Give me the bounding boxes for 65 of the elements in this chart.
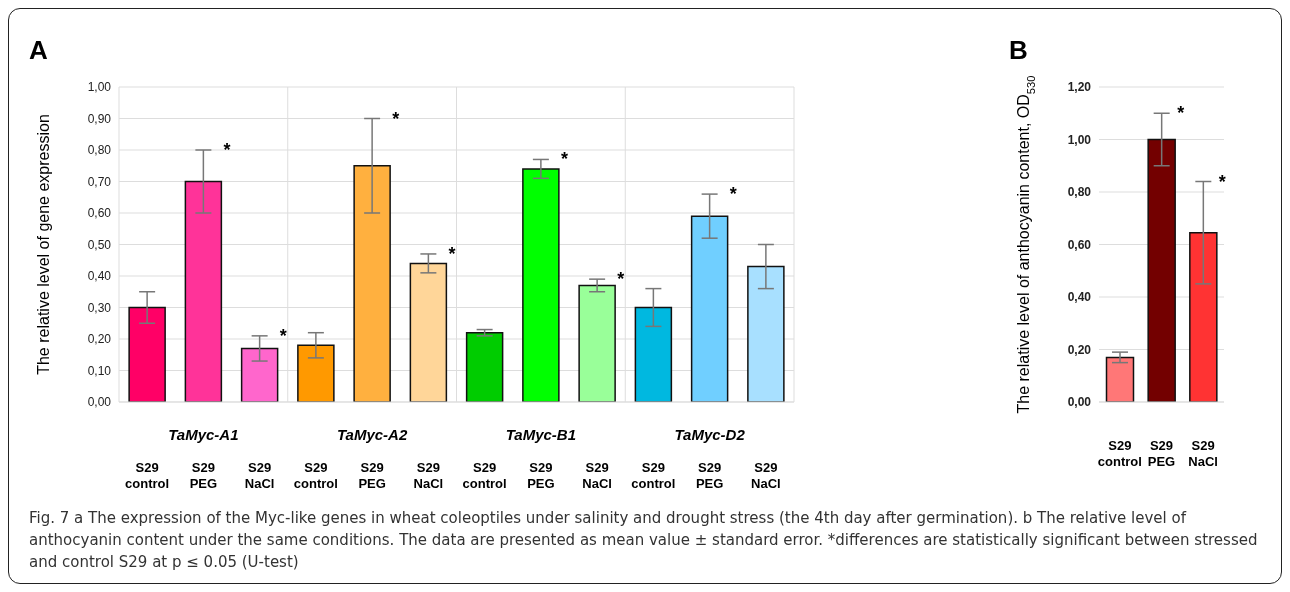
y-tick-label: 0,20 [1067,342,1092,357]
data-label: * [729,184,737,205]
data-label: * [1218,171,1226,192]
y-tick-label: 0,60 [1067,237,1092,252]
x-tick-label: S29 PEG [527,460,555,491]
caption: Fig. 7 a The expression of the Myc-like genes in wheat coleoptiles under salinity and drought stress (the 4th day after germination). b The relative level of anthocyanin content under the same conditions. The data are presented as mean value ± standard error. *differences are statistically significant between stressed and control S29 at p ≤ 0.05 (U-test) [29,508,1259,573]
text: TaMyc-A1 [168,426,239,443]
x-tick-label: S29 NaCl [751,460,781,491]
bar [1147,138,1176,402]
bar [353,165,391,402]
data-label: * [392,108,400,129]
bar [578,284,616,402]
data-label: * [223,140,231,160]
y-tick-label: 1,00 [87,80,112,95]
data-label: * [1177,103,1185,124]
chart-title: A [29,35,48,66]
x-tick-label: S29 NaCl [1188,438,1218,469]
x-tick-label: S29 NaCl [244,460,275,491]
text: TaMyc-B1 [505,426,577,443]
data-label: * [617,269,625,290]
x-tick-label: S29 control [1097,438,1142,469]
x-tick-label: S29 control [293,460,338,491]
data-label: * [279,325,287,346]
y-tick-label: 0,80 [87,143,112,158]
x-tick-label: S29 NaCl [413,460,444,491]
y-tick-label: 0,50 [87,237,112,252]
y-tick-label: 0,80 [1067,185,1092,200]
y-tick-label: 0,20 [87,332,112,347]
x-tick-label: S29 PEG [189,460,218,491]
y-tick-label: 0,10 [87,363,112,378]
x-tick-label: S29 control [462,460,507,491]
y-tick-label: 0,70 [87,174,112,189]
bar [409,262,448,402]
bar [128,306,166,402]
data-label: * [560,149,568,170]
chart-title: B [1009,35,1028,66]
bar [747,265,785,402]
bar [240,347,279,402]
bar [1105,356,1135,402]
bar [297,344,335,402]
y-tick-label: 0,00 [1067,395,1092,410]
bar [1189,231,1218,402]
y-tick-label: 0,60 [87,206,112,221]
data-label: * [448,243,456,264]
x-tick-label: S29 PEG [695,460,724,491]
y-tick-label: 1,20 [1067,80,1092,95]
text: TaMyc-D2 [674,426,746,443]
x-tick-label: S29 PEG [1147,438,1176,469]
bar [184,180,223,402]
x-tick-label: S29 NaCl [582,460,612,491]
y-tick-label: 0,40 [87,269,112,284]
x-tick-label: S29 control [631,460,676,491]
y-tick-label: 0,40 [1067,290,1092,305]
y-tick-label: 0,30 [87,300,112,315]
bar [634,306,673,402]
x-tick-label: S29 PEG [358,460,386,491]
x-tick-label: S29 control [125,460,170,491]
bar [522,168,560,402]
y-tick-label: 0,00 [87,395,112,410]
y-tick-label: 0,90 [87,111,112,126]
bar [465,331,504,402]
text: TaMyc-A2 [336,426,408,443]
y-axis-title: The relative level of gene expression [35,114,52,375]
y-tick-label: 1,00 [1067,132,1092,147]
bar [690,215,729,402]
